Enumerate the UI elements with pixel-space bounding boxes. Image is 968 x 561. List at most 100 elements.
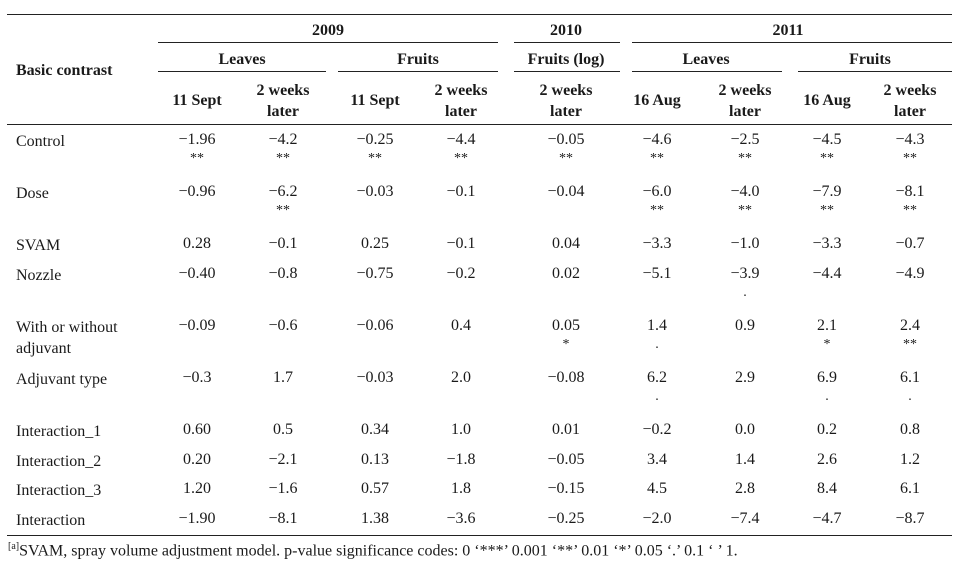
table-cell: −7.9 xyxy=(812,183,842,200)
table-cell: −2.5 xyxy=(730,131,760,148)
table-cell: −5.1 xyxy=(642,265,672,282)
significance-code: . xyxy=(825,389,829,404)
table-cell: 0.8 xyxy=(900,421,920,438)
footnote: [a]SVAM, spray volume adjustment model. … xyxy=(8,538,738,560)
row-label-dose: Dose xyxy=(16,185,49,202)
table-cell: −0.7 xyxy=(895,235,925,252)
table-cell: −4.2 xyxy=(268,131,298,148)
header-bottom-rule xyxy=(7,124,952,125)
stub-header: Basic contrast xyxy=(16,62,113,79)
bottom-rule xyxy=(7,535,952,536)
column-subheader: 16 Aug xyxy=(803,92,851,109)
table-cell: −4.9 xyxy=(895,265,925,282)
table-cell: −1.6 xyxy=(268,480,298,497)
table-cell: 1.4 xyxy=(647,317,667,334)
significance-code: . xyxy=(655,389,659,404)
significance-code: * xyxy=(562,337,570,352)
table-cell: 0.5 xyxy=(273,421,293,438)
table-cell: −1.8 xyxy=(446,451,476,468)
group-header: Leaves xyxy=(218,51,266,68)
table-cell: −0.25 xyxy=(547,510,585,527)
top-rule xyxy=(7,14,952,15)
table-cell: 0.57 xyxy=(361,480,389,497)
row-label-control: Control xyxy=(16,133,65,150)
table-cell: 6.9 xyxy=(817,369,837,386)
row-label-interaction-1: Interaction_1 xyxy=(16,423,102,440)
table-cell: −0.96 xyxy=(178,183,216,200)
table-cell: −7.4 xyxy=(730,510,760,527)
rule-group-leaves-2011 xyxy=(632,71,782,72)
table-cell: −0.8 xyxy=(268,265,298,282)
table-cell: −0.2 xyxy=(642,421,672,438)
significance-code: . xyxy=(908,389,912,404)
significance-code: ** xyxy=(820,151,834,166)
group-header: Fruits xyxy=(849,51,891,68)
table-cell: −8.1 xyxy=(895,183,925,200)
table-cell: −8.7 xyxy=(895,510,925,527)
table-cell: 2.4 xyxy=(900,317,920,334)
table-cell: −2.0 xyxy=(642,510,672,527)
table-cell: 0.2 xyxy=(817,421,837,438)
table-cell: 0.04 xyxy=(552,235,580,252)
table-cell: 2.0 xyxy=(451,369,471,386)
significance-code: ** xyxy=(559,151,573,166)
table-cell: −0.09 xyxy=(178,317,216,334)
table-cell: −1.96 xyxy=(178,131,216,148)
row-label-interaction-3: Interaction_3 xyxy=(16,482,102,499)
table-cell: 8.4 xyxy=(817,480,837,497)
significance-code: ** xyxy=(903,337,917,352)
table-cell: 0.34 xyxy=(361,421,389,438)
table-cell: −0.05 xyxy=(547,131,585,148)
table-cell: −0.03 xyxy=(356,369,394,386)
table-cell: −0.25 xyxy=(356,131,394,148)
row-label-adjuvant-type: Adjuvant type xyxy=(16,371,108,388)
significance-code: . xyxy=(655,337,659,352)
rule-group-fruits-2011 xyxy=(798,71,952,72)
group-header: Leaves xyxy=(682,51,730,68)
table-cell: 2.6 xyxy=(817,451,837,468)
table-cell: 0.13 xyxy=(361,451,389,468)
column-subheader: 16 Aug xyxy=(633,92,681,109)
column-subheader: 2 weeks later xyxy=(256,82,310,120)
table-cell: −4.5 xyxy=(812,131,842,148)
row-label-interaction: Interaction xyxy=(16,512,86,529)
table-cell: 0.28 xyxy=(183,235,211,252)
row-label-interaction-2: Interaction_2 xyxy=(16,453,102,470)
table-cell: −6.0 xyxy=(642,183,672,200)
table-cell: 0.25 xyxy=(361,235,389,252)
column-subheader: 11 Sept xyxy=(172,92,222,109)
table-cell: −0.40 xyxy=(178,265,216,282)
significance-code: ** xyxy=(190,151,204,166)
table-cell: −0.1 xyxy=(446,183,476,200)
year-header: 2010 xyxy=(550,22,582,39)
year-header: 2011 xyxy=(772,22,804,39)
table-cell: −0.3 xyxy=(182,369,212,386)
group-header: Fruits (log) xyxy=(527,51,605,68)
table-cell: −0.1 xyxy=(268,235,298,252)
column-subheader: 2 weeks later xyxy=(883,82,937,120)
table-cell: 2.9 xyxy=(735,369,755,386)
group-header: Fruits xyxy=(397,51,439,68)
row-label-nozzle: Nozzle xyxy=(16,267,62,284)
footnote-marker: [a] xyxy=(8,541,20,552)
rule-group-fruits-2009 xyxy=(338,71,498,72)
table-cell: −0.15 xyxy=(547,480,585,497)
significance-code: . xyxy=(743,285,747,300)
table-cell: 0.05 xyxy=(552,317,580,334)
table-cell: −3.6 xyxy=(446,510,476,527)
table-cell: 0.20 xyxy=(183,451,211,468)
table-cell: 1.8 xyxy=(451,480,471,497)
table-cell: 0.02 xyxy=(552,265,580,282)
significance-code: ** xyxy=(650,203,664,218)
table-cell: −0.75 xyxy=(356,265,394,282)
table-cell: −0.04 xyxy=(547,183,585,200)
row-label-with-or-without-adjuvant: With or without adjuvant xyxy=(16,319,118,357)
table-cell: −0.1 xyxy=(446,235,476,252)
rule-2009 xyxy=(158,42,498,43)
table-cell: −0.05 xyxy=(547,451,585,468)
rule-2010 xyxy=(514,42,620,43)
year-header: 2009 xyxy=(312,22,344,39)
column-subheader: 2 weeks later xyxy=(718,82,772,120)
table-cell: 6.1 xyxy=(900,480,920,497)
